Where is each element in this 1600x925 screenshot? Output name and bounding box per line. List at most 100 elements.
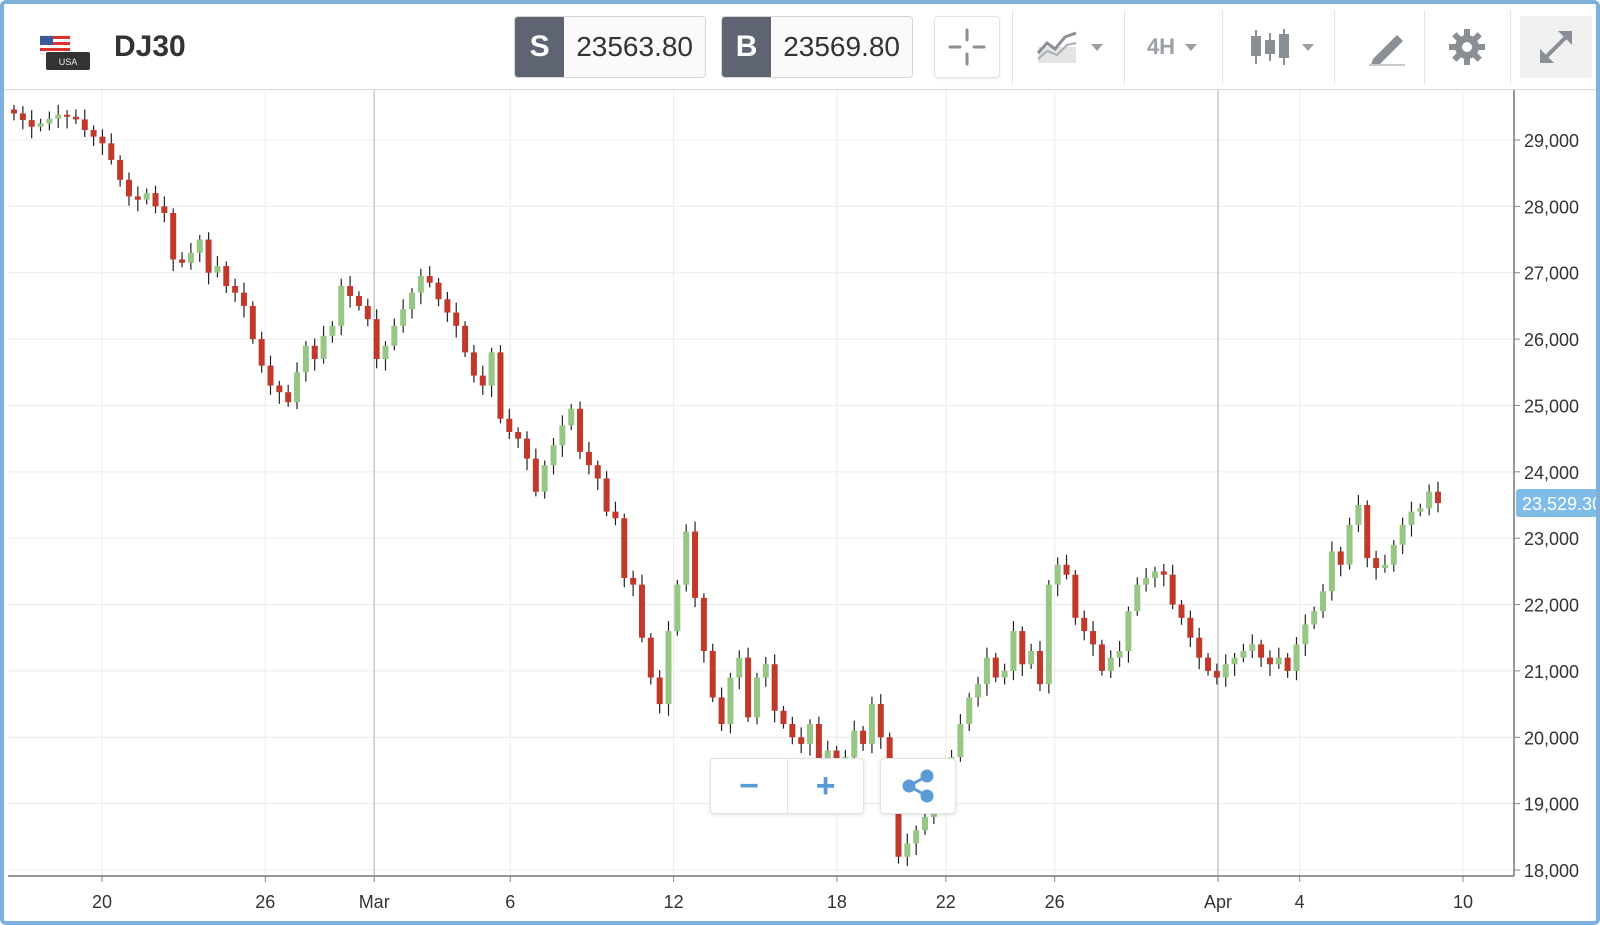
y-tick-label: 23,000 xyxy=(1524,529,1579,549)
share-button[interactable] xyxy=(880,758,956,814)
candle xyxy=(638,584,645,638)
candle xyxy=(1373,558,1380,569)
x-tick-label: 26 xyxy=(1045,892,1065,912)
candle xyxy=(975,684,982,698)
candle xyxy=(1160,571,1167,575)
candle xyxy=(762,664,769,678)
candle xyxy=(550,445,557,466)
candle xyxy=(1231,657,1238,665)
x-tick-label: Mar xyxy=(359,892,390,912)
candle xyxy=(895,797,902,857)
candle xyxy=(736,657,743,678)
candle xyxy=(780,710,787,724)
candle xyxy=(179,259,186,263)
candle xyxy=(1107,657,1114,671)
candle xyxy=(435,282,442,300)
candle xyxy=(709,651,716,698)
candle xyxy=(815,724,822,771)
compare-icon xyxy=(1036,31,1077,63)
fullscreen-button[interactable] xyxy=(1520,16,1592,78)
x-tick-label: 4 xyxy=(1295,892,1305,912)
candle xyxy=(798,737,805,744)
crosshair-button[interactable] xyxy=(934,16,1000,78)
candle xyxy=(1408,511,1415,525)
expand-icon xyxy=(1540,31,1572,63)
candle xyxy=(594,465,601,479)
candle xyxy=(1178,604,1185,618)
candle xyxy=(1426,491,1433,509)
y-tick-label: 21,000 xyxy=(1524,662,1579,682)
candle xyxy=(294,372,301,403)
candle xyxy=(1328,551,1335,592)
candle xyxy=(479,375,486,386)
buy-button[interactable]: B 23569.80 xyxy=(721,16,913,78)
candle xyxy=(868,704,875,744)
y-tick-label: 18,000 xyxy=(1524,861,1579,881)
candle xyxy=(232,286,239,293)
y-tick-label: 25,000 xyxy=(1524,396,1579,416)
candle xyxy=(117,159,124,180)
instrument-symbol: DJ30 xyxy=(114,30,186,63)
candle xyxy=(426,276,433,283)
candle xyxy=(1205,657,1212,671)
candle xyxy=(1010,631,1017,671)
zoom-out-button[interactable]: − xyxy=(739,766,759,805)
candle xyxy=(161,206,168,213)
chart-type-button[interactable] xyxy=(1240,16,1322,78)
candle xyxy=(46,118,53,124)
sell-button[interactable]: S 23563.80 xyxy=(514,16,706,78)
compare-button[interactable] xyxy=(1028,16,1110,78)
candle xyxy=(1063,564,1070,575)
candle xyxy=(338,286,345,326)
candle xyxy=(444,299,451,313)
share-icon xyxy=(902,769,934,803)
candle xyxy=(1036,651,1043,685)
settings-button[interactable] xyxy=(1434,16,1500,78)
candle xyxy=(1399,524,1406,545)
candle xyxy=(1266,657,1273,665)
candle xyxy=(541,465,548,492)
candle xyxy=(170,213,177,260)
y-tick-label: 20,000 xyxy=(1524,728,1579,748)
y-tick-label: 19,000 xyxy=(1524,795,1579,815)
candle xyxy=(311,345,318,359)
zoom-in-button[interactable]: + xyxy=(787,759,863,813)
candle xyxy=(488,352,495,386)
candle xyxy=(373,319,380,359)
candle xyxy=(683,531,690,585)
candle xyxy=(347,286,354,296)
usa-flag-icon: USA xyxy=(40,35,90,70)
candle xyxy=(1054,564,1061,585)
candle xyxy=(1090,631,1097,645)
timeframe-selector[interactable]: 4H xyxy=(1134,16,1210,78)
candle xyxy=(1320,591,1327,612)
price-chart[interactable]: 29,000 28,000 27,000 26,000 25,000 24,000 23,0… xyxy=(4,90,1600,925)
candle xyxy=(665,631,672,705)
candle xyxy=(913,830,920,844)
candle xyxy=(90,130,97,137)
buy-tag: B xyxy=(722,17,772,77)
candle xyxy=(1249,644,1256,651)
candle xyxy=(603,478,610,512)
candle xyxy=(19,113,26,121)
candle xyxy=(727,677,734,724)
candle xyxy=(1435,491,1441,504)
last-price-tag xyxy=(1516,489,1596,518)
candle xyxy=(99,136,106,144)
x-tick-label: 10 xyxy=(1453,892,1473,912)
candle xyxy=(1222,664,1229,678)
candle xyxy=(904,843,911,857)
candle xyxy=(196,239,203,253)
candle xyxy=(1196,637,1203,658)
candle xyxy=(966,697,973,724)
candle xyxy=(267,365,274,386)
chevron-down-icon xyxy=(1185,43,1198,51)
candle xyxy=(1302,624,1309,645)
candle xyxy=(992,657,999,678)
candle xyxy=(1028,651,1035,665)
candle xyxy=(771,664,778,711)
candle xyxy=(249,305,256,340)
draw-button[interactable] xyxy=(1354,16,1420,78)
sell-price: 23563.80 xyxy=(576,31,693,62)
